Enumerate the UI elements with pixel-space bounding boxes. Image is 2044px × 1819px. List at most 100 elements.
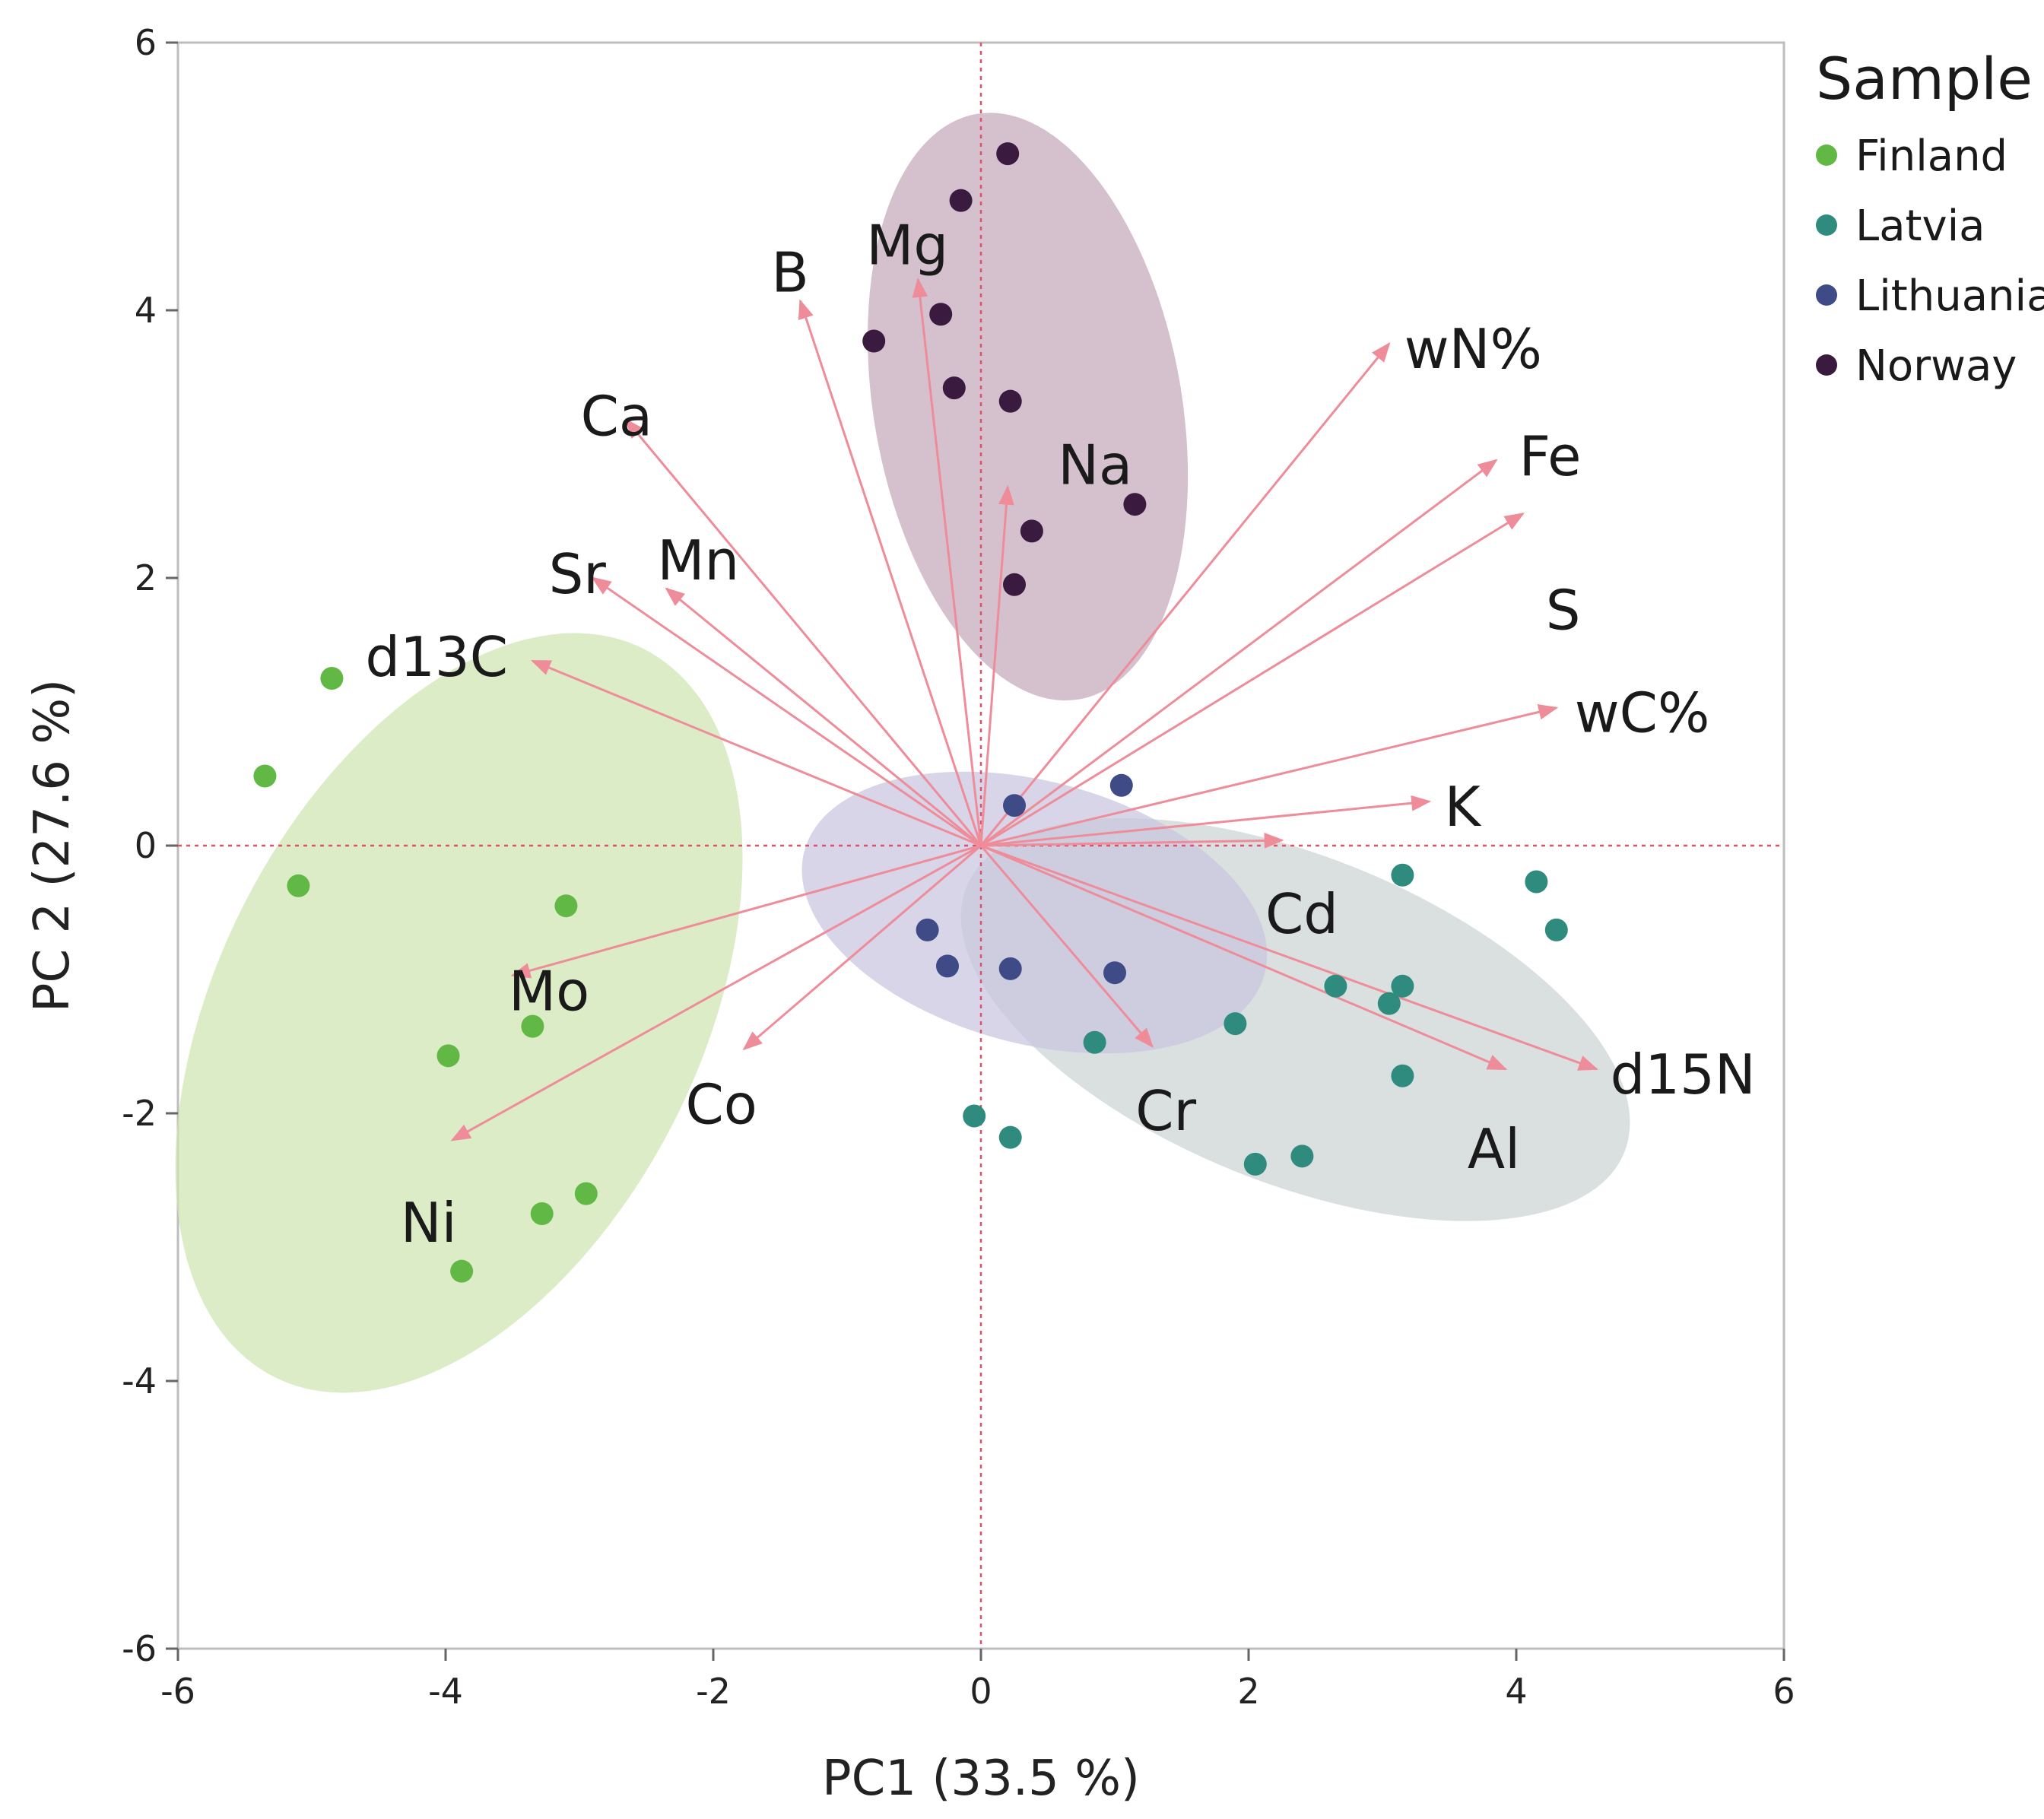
point-finland <box>574 1182 598 1205</box>
y-tick-label: 2 <box>135 557 157 598</box>
point-latvia <box>1243 1152 1267 1176</box>
loading-label-s: S <box>1546 579 1581 643</box>
legend-marker-lithuania <box>1816 284 1837 306</box>
point-lithuania <box>916 918 939 941</box>
legend-marker-norway <box>1816 354 1837 376</box>
point-norway <box>1123 493 1147 516</box>
point-finland <box>436 1044 460 1068</box>
x-tick-label: 0 <box>970 1671 992 1712</box>
x-axis-title: PC1 (33.5 %) <box>822 1751 1140 1807</box>
loading-label-b: B <box>771 241 808 305</box>
y-axis-title: PC 2 (27.6 %) <box>24 679 81 1012</box>
point-latvia <box>963 1104 986 1128</box>
point-norway <box>942 376 966 400</box>
x-axis-ticks: -6 -4 -2 0 2 4 6 <box>160 1649 1795 1712</box>
loading-label-wnpct: wN% <box>1404 317 1542 381</box>
loading-label-sr: Sr <box>549 542 607 606</box>
x-tick-label: -2 <box>696 1671 731 1712</box>
point-norway <box>949 189 973 212</box>
loading-label-na: Na <box>1058 433 1132 497</box>
loading-arrow-cr <box>979 845 1154 1048</box>
sample-points <box>253 142 1568 1283</box>
legend-label-lithuania: Lithuania <box>1855 271 2044 321</box>
loading-label-cr: Cr <box>1135 1079 1196 1143</box>
loading-arrow-al <box>980 844 1508 1071</box>
legend-label-latvia: Latvia <box>1855 202 1985 251</box>
y-tick-label: -4 <box>122 1360 157 1402</box>
loading-arrow-mn <box>665 587 982 847</box>
point-latvia <box>998 1125 1022 1149</box>
loading-arrow-wcpct <box>980 704 1559 847</box>
loading-arrow-d15n <box>980 844 1599 1071</box>
loading-arrow-d13c <box>530 659 982 847</box>
loading-label-mg: Mg <box>866 214 948 278</box>
y-tick-label: 0 <box>135 825 157 866</box>
point-norway <box>1003 573 1026 596</box>
point-latvia <box>1525 870 1548 894</box>
legend: Sample Finland Latvia Lithuania Norway <box>1816 45 2044 391</box>
loading-arrow-mg <box>912 277 982 846</box>
loading-label-co: Co <box>685 1073 757 1137</box>
loading-label-mo: Mo <box>509 960 589 1024</box>
ellipse-finland <box>175 633 743 1393</box>
loading-label-mn: Mn <box>657 529 739 592</box>
loading-arrow-wnpct <box>979 341 1391 846</box>
y-axis-ticks: -6 -4 -2 0 2 4 6 <box>122 22 178 1669</box>
x-tick-label: -6 <box>160 1671 195 1712</box>
point-finland <box>530 1202 554 1225</box>
loading-label-ni: Ni <box>401 1191 457 1255</box>
loading-arrow-b <box>798 299 982 846</box>
point-finland <box>253 764 277 788</box>
legend-marker-finland <box>1816 144 1837 166</box>
x-tick-label: -4 <box>428 1671 463 1712</box>
point-lithuania <box>998 957 1022 980</box>
point-latvia <box>1290 1144 1314 1168</box>
point-latvia <box>1391 974 1414 998</box>
x-tick-label: 6 <box>1773 1671 1795 1712</box>
loading-arrow-fe <box>980 459 1498 847</box>
loading-arrow-ca <box>624 418 982 846</box>
point-finland <box>287 874 310 897</box>
loading-label-fe: Fe <box>1519 424 1582 488</box>
point-norway <box>862 329 886 353</box>
loading-arrow-mo <box>510 844 982 979</box>
loading-label-d13c: d13C <box>365 625 508 689</box>
loading-arrow-cd <box>980 832 1284 849</box>
point-norway <box>996 142 1020 166</box>
legend-title: Sample <box>1816 45 2033 113</box>
loading-vectors <box>450 277 1599 1141</box>
point-lithuania <box>1003 794 1026 817</box>
x-tick-label: 4 <box>1505 1671 1527 1712</box>
loading-label-wcpct: wC% <box>1575 681 1710 745</box>
y-tick-label: 6 <box>135 22 157 63</box>
point-latvia <box>1391 863 1414 887</box>
point-latvia <box>1224 1012 1247 1036</box>
loading-label-al: Al <box>1468 1117 1520 1181</box>
loading-arrow-ni <box>450 844 982 1141</box>
point-latvia <box>1544 918 1568 941</box>
point-lithuania <box>1103 961 1126 985</box>
loading-labels: Mg B Ca Na Sr Mn d13C wN% Fe SwC% K Cd Mo Co Ni Cr Al d15… <box>365 214 1755 1256</box>
loading-label-d15n: d15N <box>1611 1043 1756 1106</box>
y-tick-label: 4 <box>135 290 157 331</box>
point-finland <box>521 1014 544 1038</box>
loading-label-ca: Ca <box>581 384 652 448</box>
point-norway <box>998 389 1022 413</box>
x-tick-label: 2 <box>1237 1671 1259 1712</box>
loading-arrow-na <box>979 484 1014 846</box>
point-latvia <box>1083 1030 1106 1054</box>
point-finland <box>320 667 344 690</box>
y-tick-label: -2 <box>122 1093 157 1134</box>
y-tick-label: -6 <box>122 1628 157 1669</box>
point-lithuania <box>936 954 959 978</box>
loading-arrow-k <box>980 795 1432 847</box>
point-norway <box>1020 519 1043 543</box>
point-finland <box>554 894 578 918</box>
point-norway <box>929 303 953 326</box>
point-latvia <box>1377 992 1401 1015</box>
point-finland <box>450 1259 474 1283</box>
loading-label-cd: Cd <box>1265 882 1338 946</box>
loading-label-k: K <box>1445 775 1482 839</box>
legend-marker-latvia <box>1816 214 1837 236</box>
